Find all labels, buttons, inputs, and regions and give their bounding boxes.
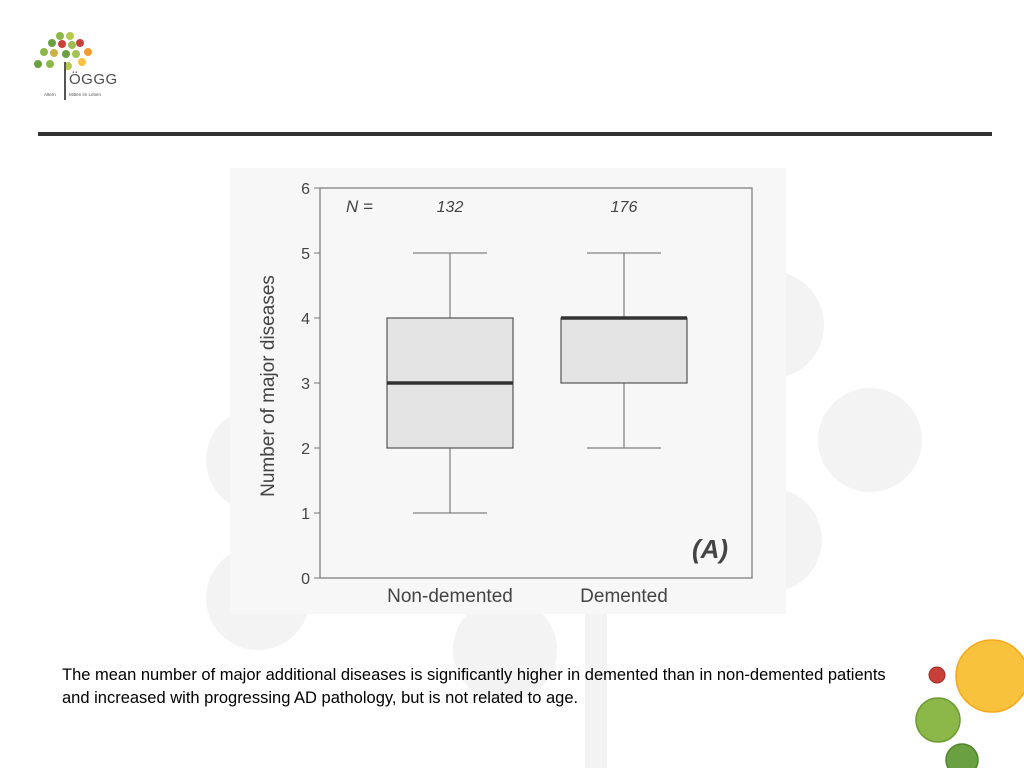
y-axis-label: Number of major diseases xyxy=(258,275,279,497)
green-circle-small xyxy=(945,743,979,768)
n-value: 132 xyxy=(437,199,464,216)
x-category-label: Demented xyxy=(580,586,668,607)
red-circle xyxy=(928,666,946,684)
y-tick-label: 2 xyxy=(301,441,310,458)
y-tick-label: 1 xyxy=(301,506,310,523)
oggg-logo-dots xyxy=(34,32,92,70)
figure-caption: The mean number of major additional dise… xyxy=(62,664,912,710)
y-tick-label: 3 xyxy=(301,376,310,393)
panel-label: (A) xyxy=(692,534,728,564)
logo-tagline-left: Altern xyxy=(44,92,56,97)
bg-trunk xyxy=(585,600,607,768)
logo-wordmark: ÖGGG xyxy=(69,71,118,88)
caption-text: The mean number of major additional dise… xyxy=(62,666,886,707)
header-rule xyxy=(38,132,992,136)
logo-tagline-right: Mitten im Leben xyxy=(69,92,102,97)
x-category-label: Non-demented xyxy=(387,586,513,607)
green-circle xyxy=(915,697,961,743)
y-tick-label: 6 xyxy=(301,181,310,198)
bg-circle xyxy=(453,598,557,702)
y-tick-label: 5 xyxy=(301,246,310,263)
n-value: 176 xyxy=(611,199,638,216)
y-tick-label: 4 xyxy=(301,311,310,328)
logo-bar xyxy=(64,62,66,100)
yellow-circle xyxy=(955,639,1024,713)
chart-panel: 0 1 2 3 4 5 6 Non-demented 132 Demented 176 Number… xyxy=(230,168,786,614)
n-label: N = xyxy=(346,197,373,216)
box-2 xyxy=(560,317,688,384)
y-tick-label: 0 xyxy=(301,571,310,588)
bg-circle xyxy=(818,388,922,492)
box-plot-chart: 0 1 2 3 4 5 6 Non-demented 132 Demented 176 Number… xyxy=(230,168,786,614)
